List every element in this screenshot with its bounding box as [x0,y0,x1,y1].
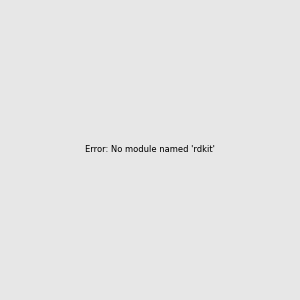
Text: Error: No module named 'rdkit': Error: No module named 'rdkit' [85,146,215,154]
